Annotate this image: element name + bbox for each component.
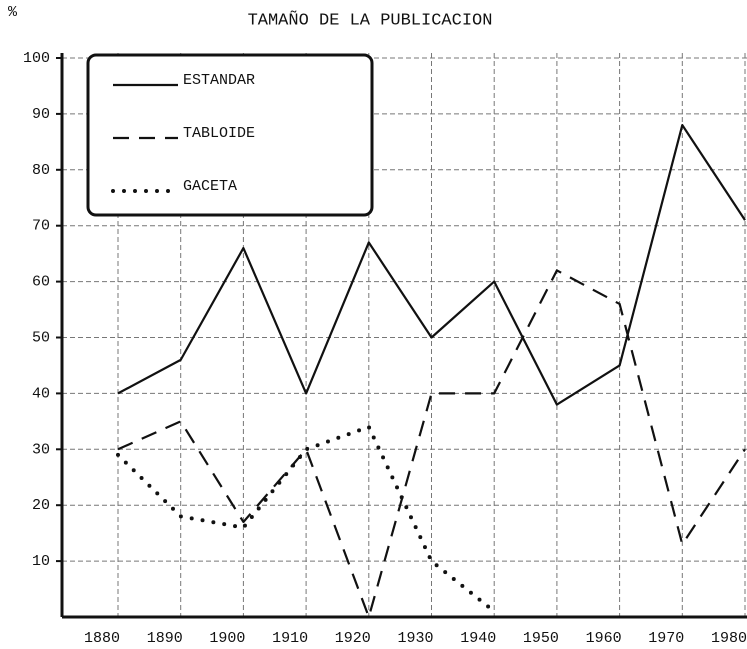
y-tick-label: 100 [23,50,50,67]
legend-label: TABLOIDE [183,125,255,142]
y-tick-label: 70 [32,218,50,235]
y-tick-label: 30 [32,441,50,458]
legend-label: ESTANDAR [183,72,255,89]
series-line [116,424,497,614]
y-tick-label: 10 [32,553,50,570]
legend: ESTANDAR TABLOIDE GACETA [86,53,374,217]
x-tick-label: 1970 [648,630,684,647]
series-line [117,123,746,406]
x-tick-label: 1960 [586,630,622,647]
y-tick-label: 60 [32,274,50,291]
x-tick-label: 1890 [147,630,183,647]
legend-box [86,53,374,217]
series-line [117,269,746,619]
x-tick-label: 1910 [272,630,308,647]
y-tick-label: 40 [32,385,50,402]
y-axis-label: % [8,4,18,21]
y-tick-label: 50 [32,329,50,346]
x-tick-label: 1900 [209,630,245,647]
x-tick-label: 1920 [335,630,371,647]
y-tick-label: 90 [32,106,50,123]
x-tick-label: 1880 [84,630,120,647]
x-tick-label: 1950 [523,630,559,647]
legend-label: GACETA [183,178,237,195]
x-tick-label: 1940 [460,630,496,647]
y-tick-label: 80 [32,162,50,179]
x-tick-label: 1930 [397,630,433,647]
y-tick-label: 20 [32,497,50,514]
x-tick-label: 1980 [711,630,747,647]
chart-title: TAMAÑO DE LA PUBLICACION [248,10,493,30]
